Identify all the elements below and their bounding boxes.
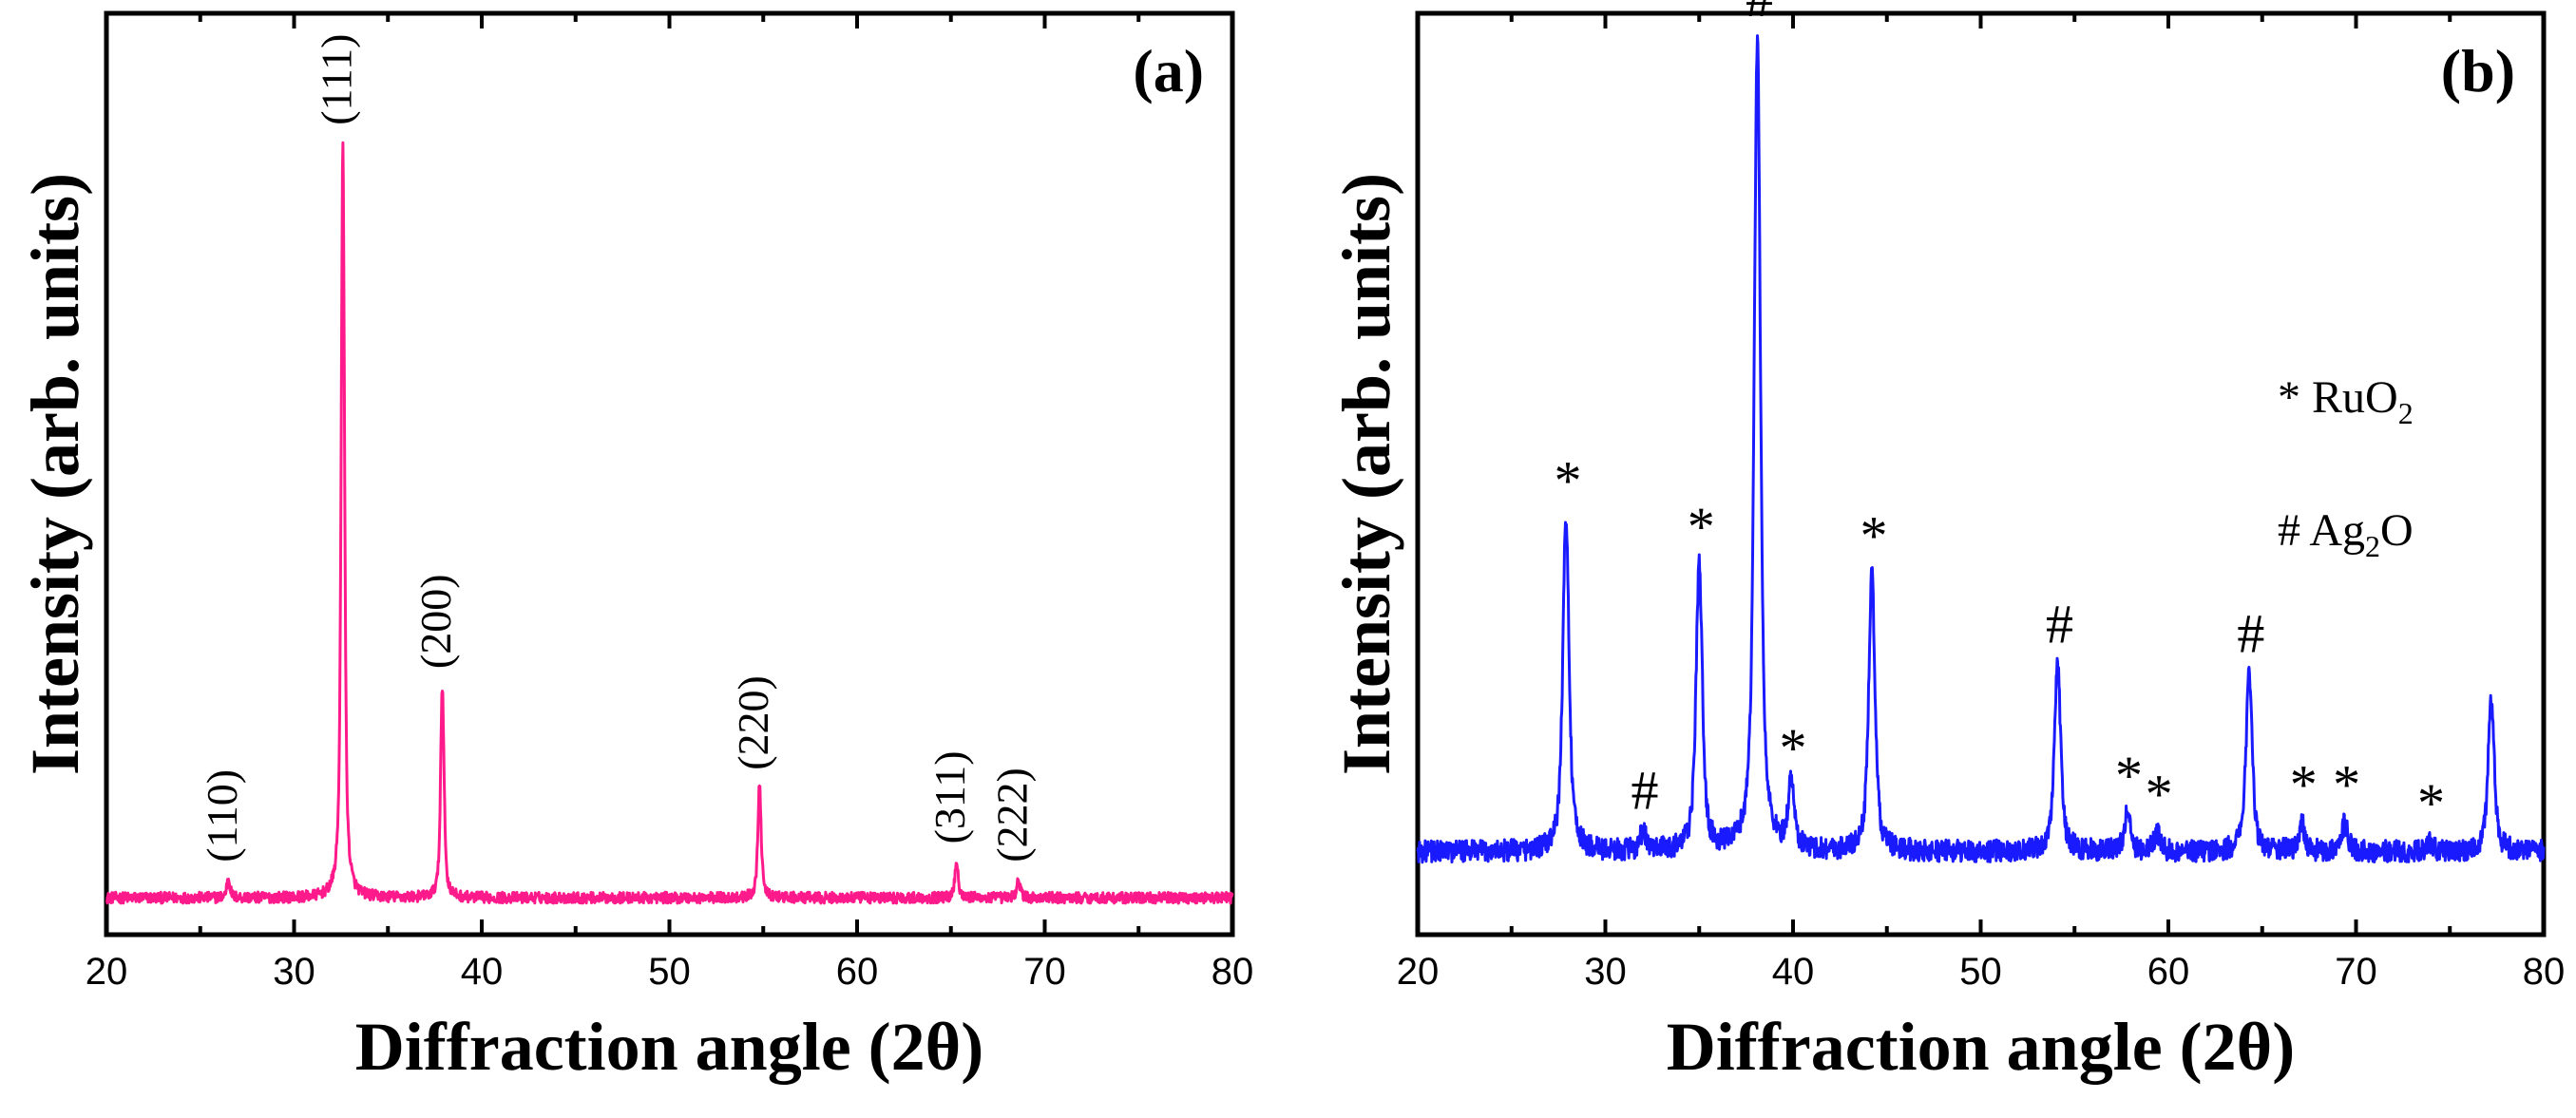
ag2o-peak-marker: # <box>1631 759 1659 821</box>
x-tick-label: 80 <box>2523 951 2566 993</box>
x-tick-label: 50 <box>1959 951 2002 993</box>
x-tick-label: 40 <box>1772 951 1815 993</box>
plot-frame <box>1415 10 2547 938</box>
x-tick-label: 30 <box>273 951 315 993</box>
panel-b: 20 30 40 50 60 70 80 Diffraction angle (2θ) Inte… <box>1328 0 2565 1085</box>
x-tick-label: 50 <box>648 951 691 993</box>
x-tick-label: 40 <box>461 951 504 993</box>
ag2o-peak-marker: # <box>2046 594 2073 655</box>
panel-a: 20 30 40 50 60 70 80 Diffraction angle (2θ) Inte… <box>17 10 1254 1085</box>
ruo2-peak-marker: * <box>2290 754 2318 816</box>
ruo2-peak-marker: * <box>1688 496 1715 558</box>
x-tick-label: 60 <box>836 951 879 993</box>
x-axis-title: Diffraction angle (2θ) <box>1667 1009 2295 1085</box>
peak-hkl-label: (311) <box>925 750 974 843</box>
ruo2-peak-marker: * <box>1555 450 1582 512</box>
ruo2-peak-marker: * <box>2333 754 2360 816</box>
panel-label: (b) <box>2441 37 2515 104</box>
ruo2-peak-marker: * <box>1860 505 1887 567</box>
y-axis-title: Intensity (arb. units) <box>17 173 93 775</box>
x-tick-label: 20 <box>86 951 128 993</box>
legend-entry: # Ag2O <box>2278 505 2414 563</box>
legend-entry: * RuO2 <box>2278 372 2414 430</box>
y-axis-title: Intensity (arb. units) <box>1328 173 1404 775</box>
x-axis-title: Diffraction angle (2θ) <box>355 1009 983 1085</box>
x-tick-label: 20 <box>1397 951 1440 993</box>
x-tick-label: 70 <box>1023 951 1066 993</box>
diffraction-pattern-line <box>1416 34 2546 864</box>
peak-hkl-label: (200) <box>411 574 460 669</box>
ag2o-peak-marker: # <box>1746 0 1773 28</box>
x-tick-label: 60 <box>2147 951 2190 993</box>
x-tick-label: 30 <box>1584 951 1627 993</box>
peak-hkl-label: (110) <box>198 769 246 862</box>
panel-label: (a) <box>1133 37 1204 104</box>
x-tick-label: 80 <box>1212 951 1254 993</box>
ruo2-peak-marker: * <box>2115 745 2143 806</box>
peak-hkl-label: (111) <box>312 34 360 125</box>
ruo2-peak-marker: * <box>2417 772 2445 834</box>
peak-hkl-label: (220) <box>729 675 777 770</box>
diffraction-pattern-line <box>105 141 1234 905</box>
ruo2-peak-marker: * <box>1780 717 1807 779</box>
ag2o-peak-marker: # <box>2237 602 2264 664</box>
plot-frame <box>104 10 1235 938</box>
x-tick-label: 70 <box>2335 951 2377 993</box>
peak-hkl-label: (222) <box>987 767 1036 862</box>
ruo2-peak-marker: * <box>2146 763 2173 824</box>
